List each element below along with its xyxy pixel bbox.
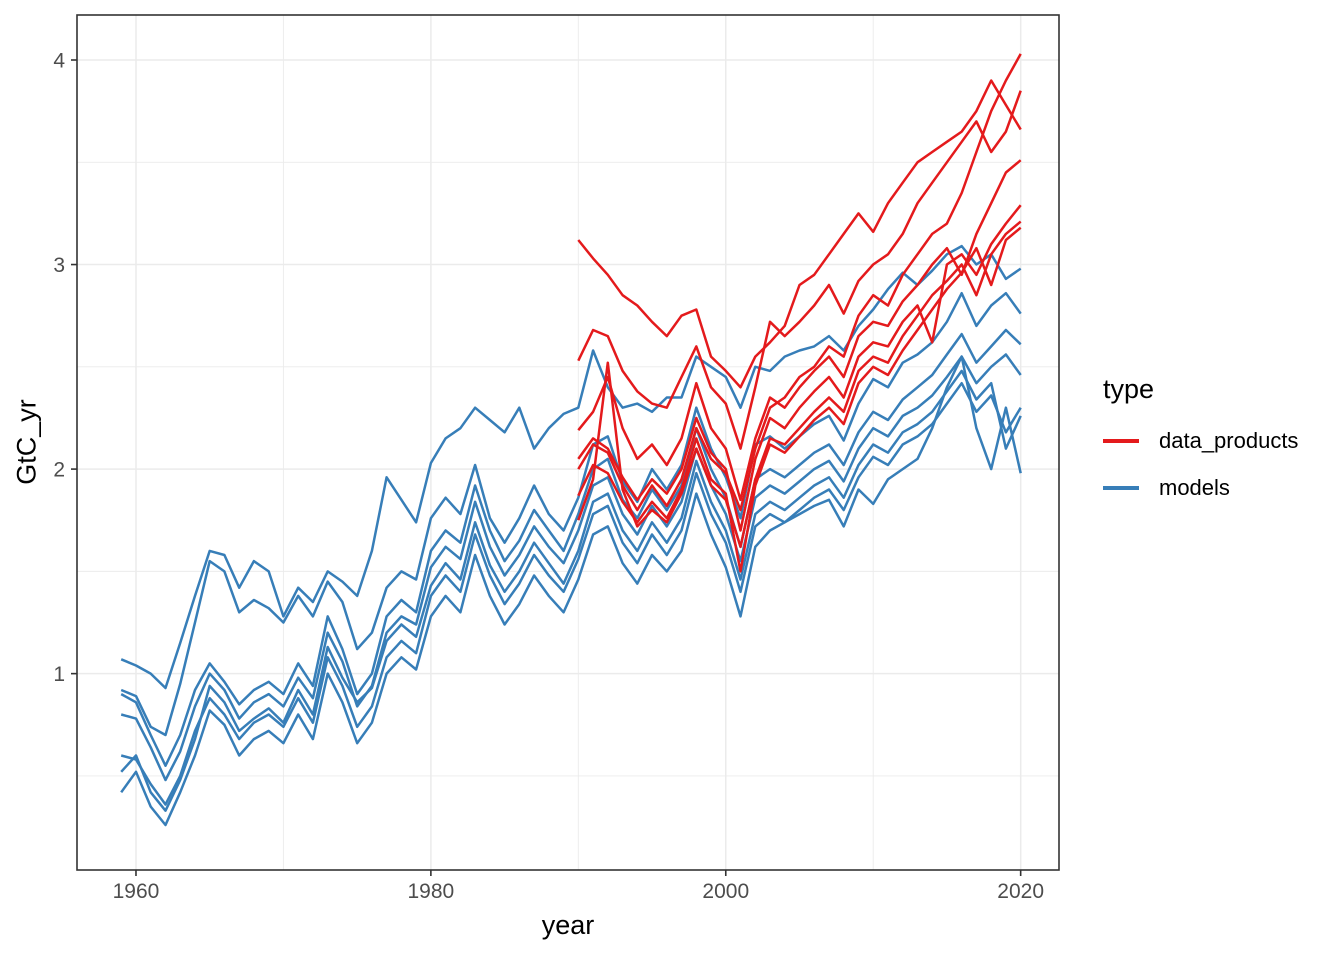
- x-axis-tick-label: 2000: [702, 880, 749, 903]
- legend-key-line-icon: [1103, 439, 1139, 443]
- legend-item-data-products: data_products: [1103, 426, 1298, 456]
- y-axis-tick-label: 1: [53, 663, 65, 686]
- series-line-models: [120, 381, 1022, 806]
- x-axis-tick-label: 1960: [113, 880, 160, 903]
- series-line-data_products: [577, 53, 1022, 512]
- legend-item-models: models: [1103, 473, 1230, 503]
- y-axis-tick-label: 4: [53, 50, 65, 73]
- y-axis-title: GtC_yr: [11, 399, 42, 485]
- series-line-data_products: [577, 90, 1022, 450]
- series-line-data_products: [577, 220, 1022, 549]
- legend: type data_products models: [1102, 0, 1342, 960]
- x-axis-tick-label: 2020: [997, 880, 1044, 903]
- y-axis-tick-label: 2: [53, 459, 65, 482]
- series-line-models: [120, 369, 1022, 812]
- series-line-models: [120, 353, 1022, 782]
- series-line-data_products: [577, 159, 1022, 502]
- series-line-models: [120, 328, 1022, 767]
- series-line-models: [120, 291, 1022, 737]
- legend-title: type: [1103, 374, 1155, 404]
- series-line-models: [120, 355, 1022, 827]
- series-line-data_products: [577, 79, 1022, 389]
- x-axis-tick-label: 1980: [408, 880, 455, 903]
- series-line-data_products: [577, 204, 1022, 532]
- series-line-models: [120, 244, 1022, 690]
- x-axis-title: year: [541, 910, 595, 940]
- legend-key-line-icon: [1103, 486, 1139, 490]
- legend-label-data-products: data_products: [1159, 428, 1299, 453]
- panel-background: [77, 15, 1059, 870]
- panel-border: [76, 14, 1060, 871]
- y-axis-tick-label: 3: [53, 254, 65, 277]
- legend-label-models: models: [1159, 475, 1230, 500]
- series-line-data_products: [577, 226, 1022, 573]
